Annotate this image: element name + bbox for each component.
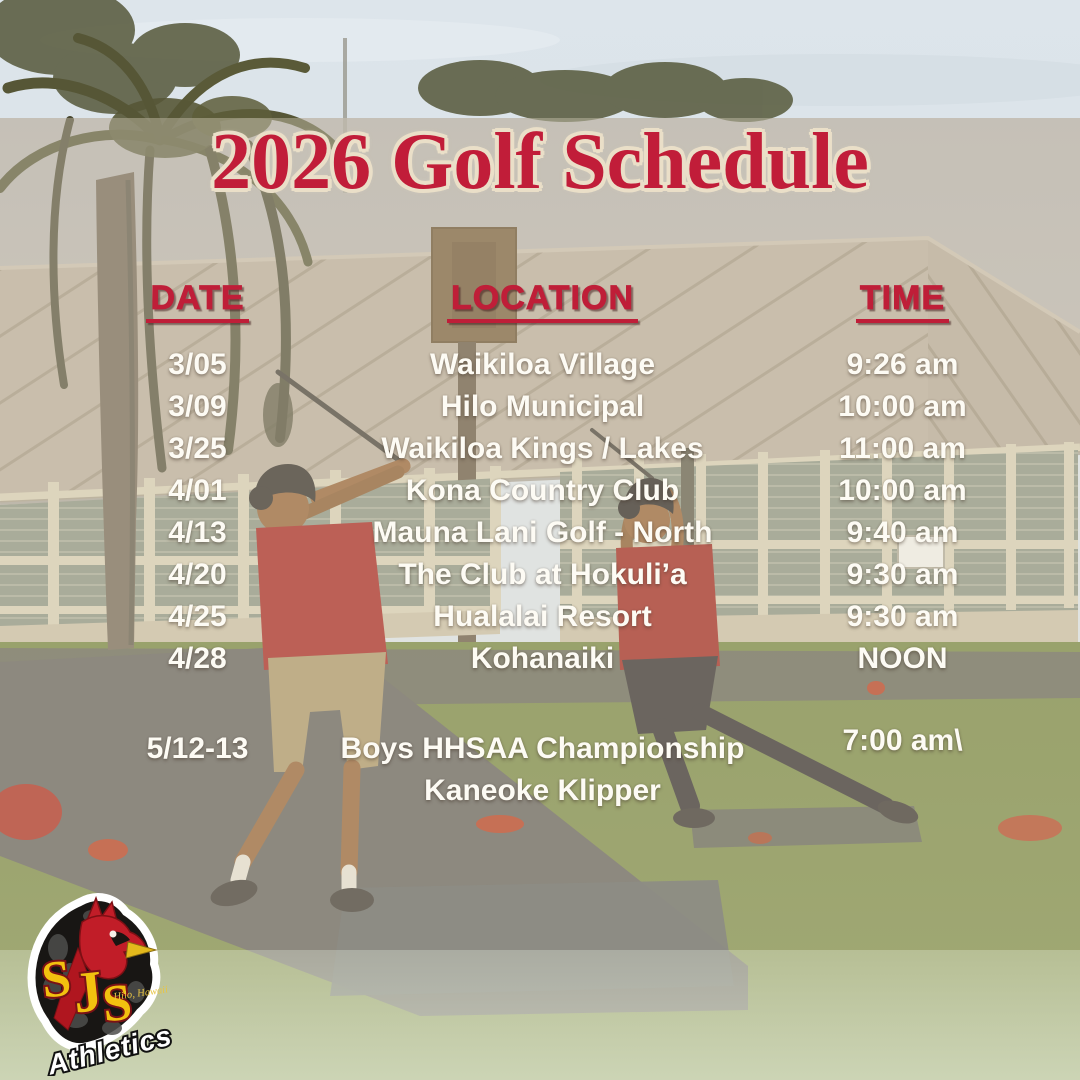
row-location: Kona Country Club [405,474,680,507]
row-time: 9:40 am [846,516,959,549]
table-header-row: DATE LOCATION TIME [100,278,1015,323]
table-row: 4/20 The Club at Hokuli’a 9:30 am [100,554,1015,596]
school-initials: S J S [37,948,137,1035]
header-time: TIME [790,278,1015,323]
row-location: Waikiloa Village [429,348,656,381]
table-row: 4/13 Mauna Lani Golf - North 9:40 am [100,512,1015,554]
row-location: The Club at Hokuli’a [398,558,687,591]
row-time: 9:26 am [846,348,959,381]
ac-unit [897,535,945,569]
row-date: 4/20 [168,558,227,591]
header-date: DATE [100,278,295,323]
row-time: 11:00 am [839,432,966,465]
golfer-right [590,428,919,828]
svg-text:S: S [100,974,135,1034]
row-location: Hualalai Resort [433,600,652,633]
table-row: 3/09 Hilo Municipal 10:00 am [100,386,1015,428]
photo-overlay [0,118,1080,1080]
table-row: 4/28 Kohanaiki NOON [100,638,1015,680]
row-location: Mauna Lani Golf - North [372,516,713,549]
bottom-light-band [0,950,1080,1080]
row-time: 7:00 am\ [842,724,963,757]
championship-line1: Boys HHSAA Championship [340,732,745,765]
cardinal-beak [125,941,158,959]
page-title: 2026 Golf Schedule [211,118,869,206]
row-time: 9:30 am [846,600,959,633]
championship-row: 5/12-13 Boys HHSAA Championship Kaneoke … [100,724,1015,812]
row-date: 4/25 [168,600,227,633]
golf-mat [690,806,922,848]
sjs-athletics-logo: S J S Hilo, Hawaii Athletics [27,893,177,1076]
row-date: 4/01 [168,474,227,507]
championship-line2: Kaneoke Klipper [424,774,661,807]
orange-cones [0,681,1062,861]
row-date: 5/12-13 [146,732,249,765]
table-row: 3/25 Waikiloa Kings / Lakes 11:00 am [100,428,1015,470]
header-location: LOCATION [295,278,790,323]
row-time: 9:30 am [846,558,959,591]
row-date: 3/25 [168,432,227,465]
palm-tree [0,33,343,650]
table-row: 4/01 Kona Country Club 10:00 am [100,470,1015,512]
row-date: 4/13 [168,516,227,549]
row-location: Boys HHSAA Championship Kaneoke Klipper [295,728,790,812]
cardinal-tail [53,946,91,1031]
flag-pole [343,38,347,193]
table-row: 4/25 Hualalai Resort 9:30 am [100,596,1015,638]
row-location: Hilo Municipal [440,390,645,423]
row-location: Waikiloa Kings / Lakes [381,432,704,465]
golfer-left [210,369,411,912]
row-time: 10:00 am [838,474,967,507]
svg-text:S: S [39,950,74,1010]
table-row: 3/05 Waikiloa Village 9:26 am [100,344,1015,386]
row-time: 10:00 am [838,390,967,423]
row-date: 4/28 [168,642,227,675]
cardinal-mascot [53,895,158,1031]
row-time: NOON [857,642,948,675]
row-location: Kohanaiki [470,642,615,675]
row-date: 3/05 [168,348,227,381]
row-date: 3/09 [168,390,227,423]
